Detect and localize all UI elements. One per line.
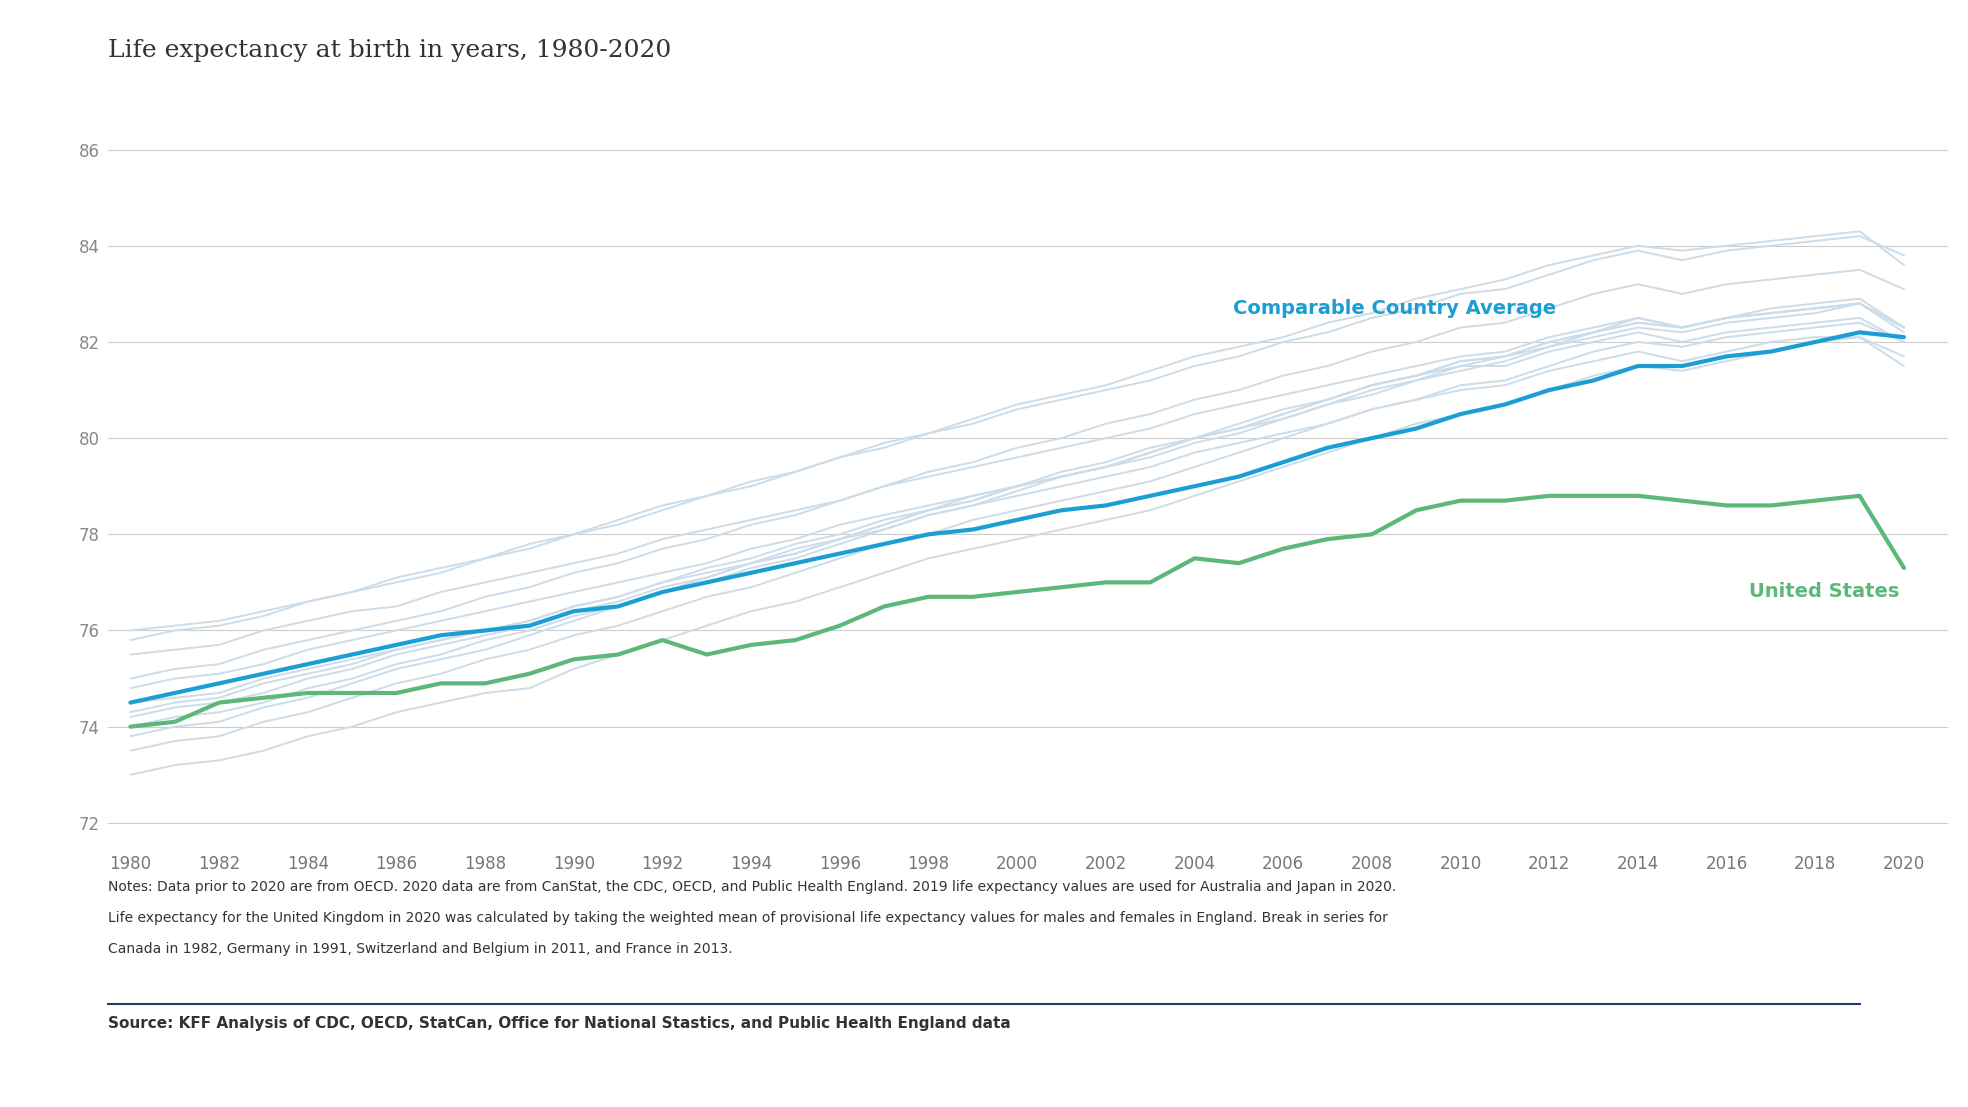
Text: Life expectancy for the United Kingdom in 2020 was calculated by taking the weig: Life expectancy for the United Kingdom i…	[108, 911, 1387, 925]
Text: United States: United States	[1750, 582, 1899, 601]
Text: Comparable Country Average: Comparable Country Average	[1232, 299, 1555, 318]
Text: Canada in 1982, Germany in 1991, Switzerland and Belgium in 2011, and France in : Canada in 1982, Germany in 1991, Switzer…	[108, 942, 732, 956]
Text: Life expectancy at birth in years, 1980-2020: Life expectancy at birth in years, 1980-…	[108, 39, 671, 62]
Text: Source: KFF Analysis of CDC, OECD, StatCan, Office for National Stastics, and Pu: Source: KFF Analysis of CDC, OECD, StatC…	[108, 1016, 1012, 1032]
Text: Notes: Data prior to 2020 are from OECD. 2020 data are from CanStat, the CDC, OE: Notes: Data prior to 2020 are from OECD.…	[108, 880, 1397, 894]
